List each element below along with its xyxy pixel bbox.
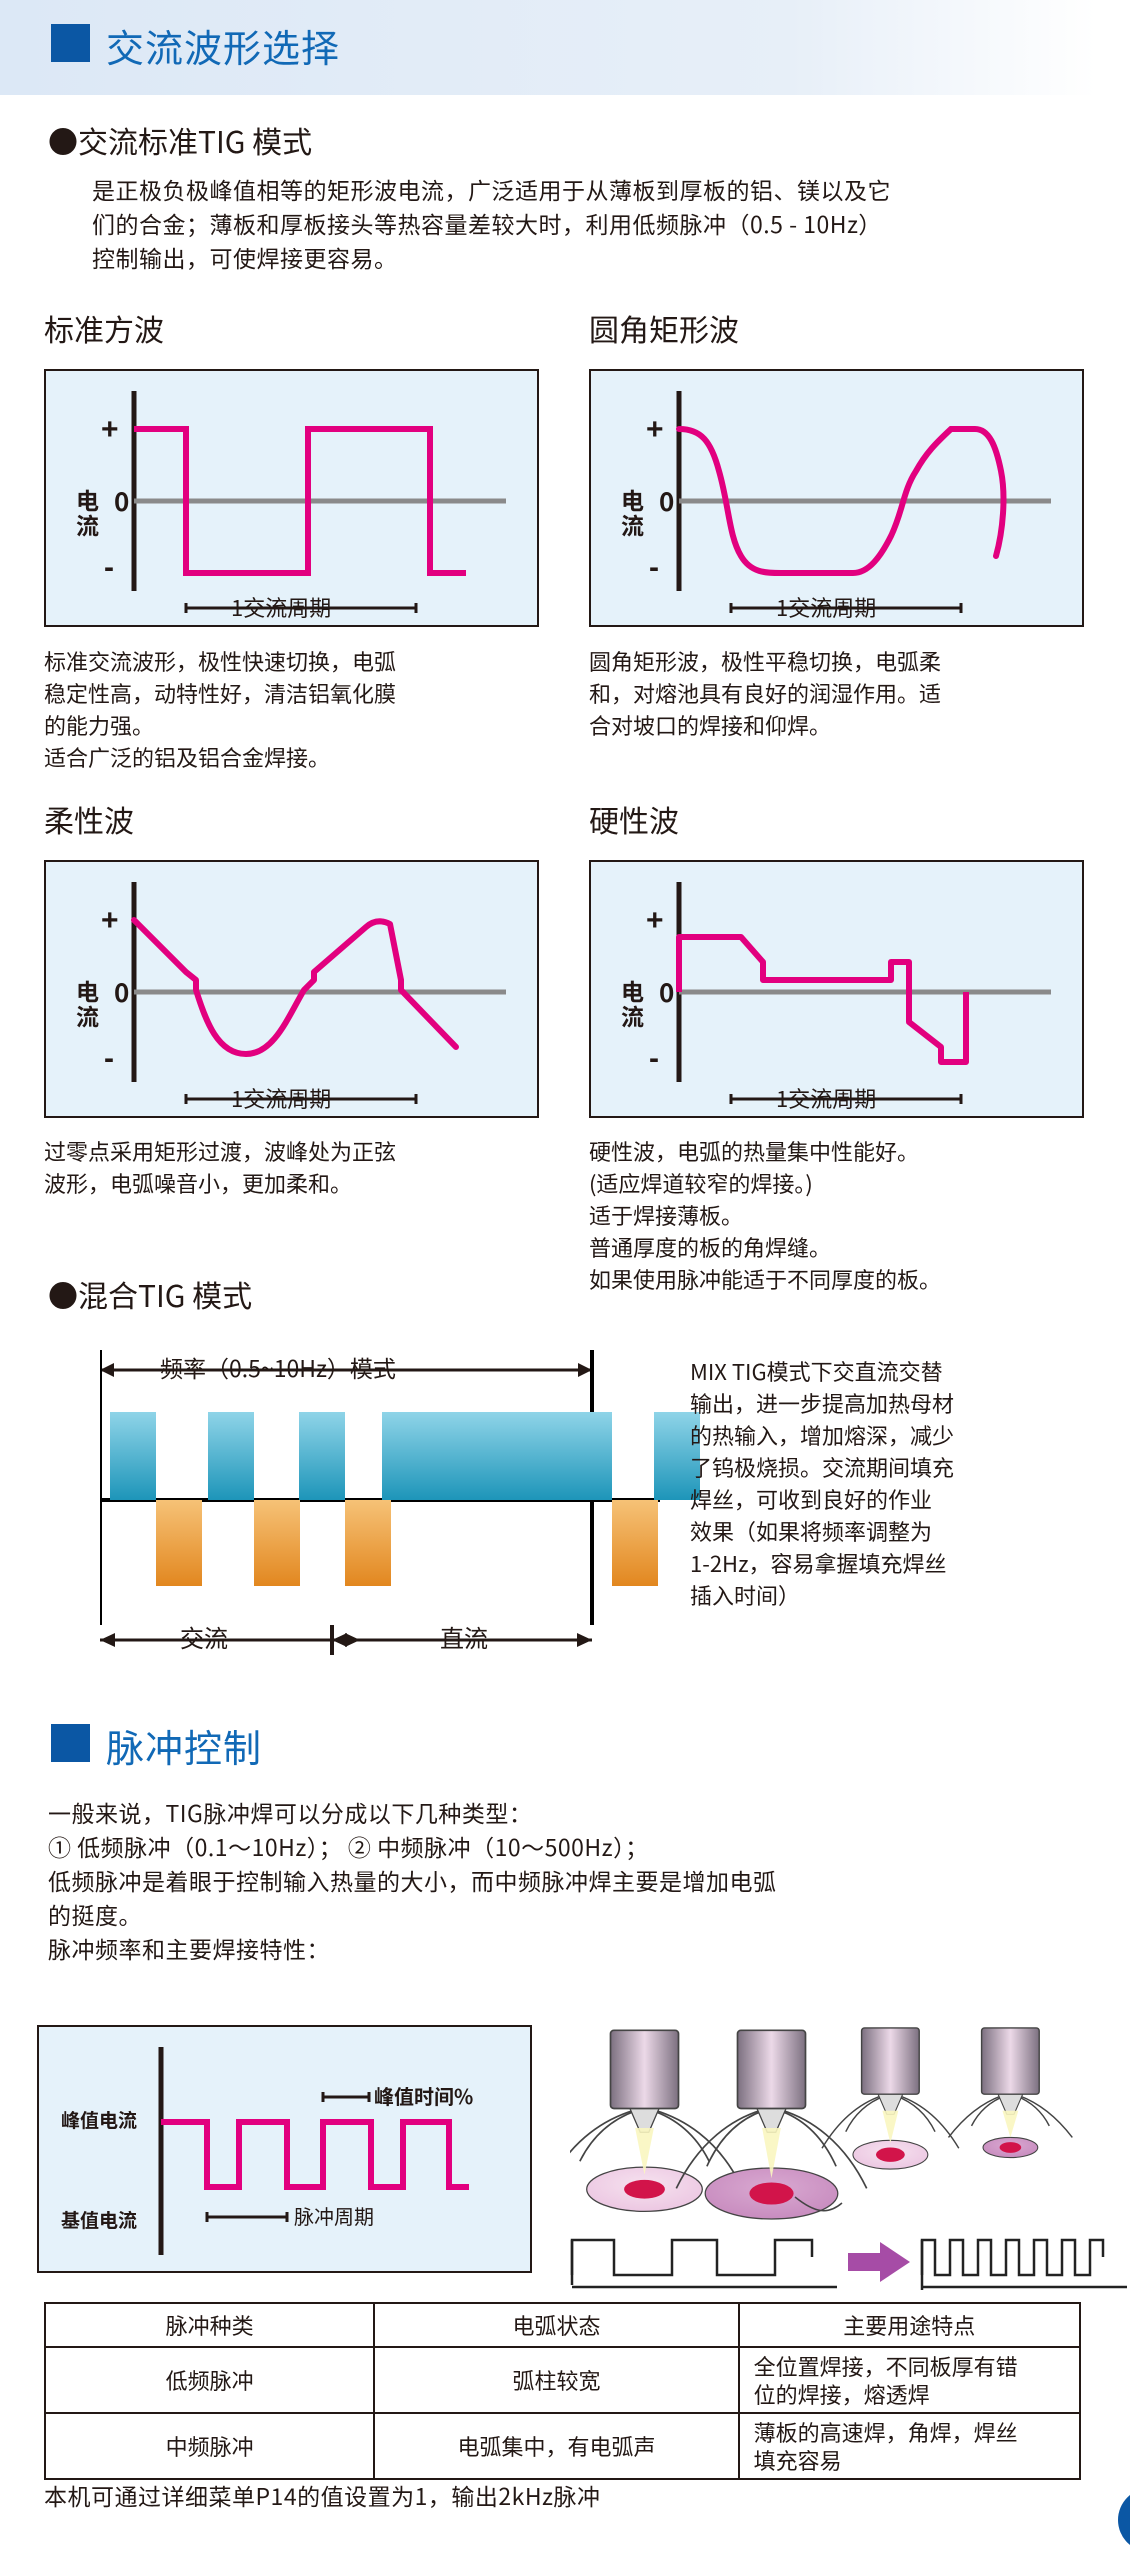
svg-text:流: 流 [621, 507, 644, 541]
svg-text:1交流周期: 1交流周期 [776, 1082, 876, 1114]
svg-text:0: 0 [114, 482, 129, 519]
svg-text:+: + [646, 413, 664, 446]
svg-text:0: 0 [659, 482, 674, 519]
svg-text:流: 流 [621, 998, 644, 1032]
svg-text:0: 0 [659, 973, 674, 1010]
svg-text:峰值时间%: 峰值时间% [374, 2081, 473, 2110]
svg-text:直流: 直流 [440, 1619, 488, 1654]
svg-text:+: + [646, 904, 664, 937]
svg-text:+: + [101, 904, 119, 937]
svg-text:0: 0 [114, 973, 129, 1010]
svg-text:-: - [104, 1042, 114, 1075]
svg-text:流: 流 [76, 507, 99, 541]
svg-text:基值电流: 基值电流 [61, 2206, 137, 2233]
svg-text:频率（0.5~10Hz）模式: 频率（0.5~10Hz）模式 [160, 1350, 396, 1384]
svg-text:峰值电流: 峰值电流 [61, 2106, 137, 2133]
svg-text:+: + [101, 413, 119, 446]
svg-text:1交流周期: 1交流周期 [231, 591, 331, 623]
svg-text:1交流周期: 1交流周期 [776, 591, 876, 623]
svg-text:交流: 交流 [180, 1619, 228, 1654]
svg-text:-: - [104, 551, 114, 584]
svg-text:流: 流 [76, 998, 99, 1032]
svg-text:脉冲周期: 脉冲周期 [294, 2201, 374, 2230]
svg-text:-: - [649, 551, 659, 584]
svg-text:1交流周期: 1交流周期 [231, 1082, 331, 1114]
svg-text:-: - [649, 1042, 659, 1075]
